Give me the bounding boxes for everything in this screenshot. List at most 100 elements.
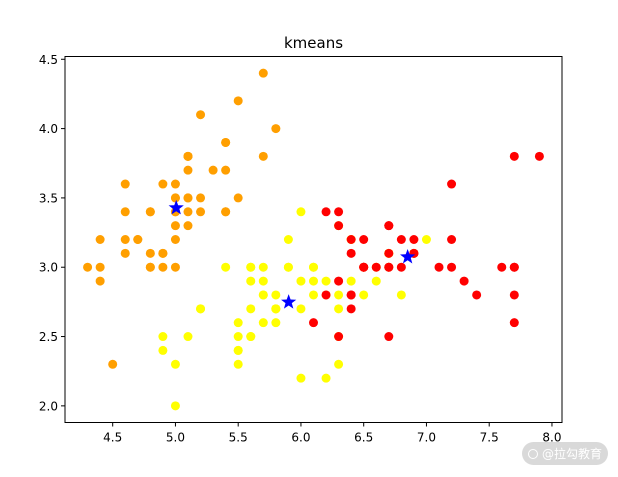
cluster-1-point	[158, 262, 168, 272]
cluster-2-point	[196, 304, 206, 314]
cluster-1-point	[120, 179, 130, 189]
cluster-1-point	[183, 207, 193, 217]
cluster-2-point	[334, 359, 344, 369]
x-tick-label: 6.5	[354, 431, 373, 445]
cluster-1-point	[170, 235, 180, 244]
cluster-2-point	[283, 235, 293, 244]
data-points	[83, 68, 544, 411]
plot-frame	[64, 56, 563, 423]
cluster-2-point	[371, 276, 381, 286]
cluster-3-point	[384, 332, 394, 342]
cluster-2-point	[170, 401, 180, 411]
y-tick-label: 2.5	[39, 330, 58, 344]
cluster-2-point	[258, 290, 268, 300]
cluster-3-point	[472, 290, 482, 300]
cluster-2-point	[309, 276, 318, 286]
cluster-3-point	[334, 221, 344, 231]
cluster-2-point	[346, 276, 356, 286]
x-axis: 4.5 5.0 5.5 6.0 6.5 7.0 7.5 8.0	[103, 422, 562, 445]
cluster-3-point	[459, 276, 469, 286]
centroid-star-marker	[168, 199, 184, 215]
cluster-1-point	[133, 235, 143, 244]
centroid-star-marker	[281, 294, 297, 309]
cluster-3-point	[497, 262, 507, 272]
x-tick-label: 5.5	[229, 431, 248, 445]
cluster-2-point	[296, 373, 306, 383]
cluster-1-point	[183, 221, 193, 231]
cluster-1-point	[158, 248, 168, 258]
cluster-1-point	[145, 207, 155, 217]
cluster-1-point	[233, 193, 243, 203]
cluster-2-point	[233, 345, 243, 355]
cluster-1-point	[183, 193, 193, 203]
watermark-text: @拉勾教育	[541, 447, 602, 461]
cluster-3-point	[447, 235, 457, 244]
cluster-1-point	[108, 359, 118, 369]
cluster-3-point	[396, 235, 406, 244]
cluster-1-point	[120, 207, 130, 217]
cluster-3-point	[334, 276, 344, 286]
cluster-1-point	[145, 248, 155, 258]
cluster-2-point	[271, 318, 281, 328]
cluster-1-point	[95, 276, 105, 286]
cluster-2-point	[158, 345, 168, 355]
cluster-3-point	[321, 290, 331, 300]
cluster-1-point	[221, 207, 231, 217]
cluster-1-point	[196, 110, 206, 120]
cluster-2-point	[334, 304, 344, 314]
cluster-2-point	[334, 290, 344, 300]
cluster-1-point	[170, 179, 180, 189]
x-tick-label: 7.5	[480, 431, 499, 445]
cluster-1-point	[145, 262, 155, 272]
cluster-3-point	[447, 179, 457, 189]
cluster-2-point	[271, 304, 281, 314]
cluster-1-point	[83, 262, 93, 272]
y-tick-label: 3.5	[39, 191, 58, 205]
cluster-3-point	[321, 207, 331, 217]
cluster-3-point	[309, 318, 318, 328]
cluster-1-point	[120, 235, 130, 244]
cluster-1-point	[95, 262, 105, 272]
cluster-1-point	[170, 221, 180, 231]
watermark: @拉勾教育	[522, 442, 608, 465]
cluster-2-point	[321, 373, 331, 383]
cluster-1-point	[233, 96, 243, 106]
cluster-2-point	[183, 332, 193, 342]
cluster-2-point	[296, 207, 306, 217]
cluster-2-point	[233, 332, 243, 342]
y-tick-label: 2.0	[39, 399, 58, 413]
cluster-2-point	[271, 290, 281, 300]
cluster-3-point	[396, 262, 406, 272]
cluster-2-point	[258, 262, 268, 272]
cluster-2-point	[359, 290, 369, 300]
cluster-3-point	[447, 262, 457, 272]
cluster-1-point	[158, 179, 168, 189]
cluster-3-point	[384, 248, 394, 258]
cluster-2-point	[258, 318, 268, 328]
cluster-2-point	[283, 262, 293, 272]
cluster-2-point	[246, 262, 256, 272]
cluster-1-point	[183, 151, 193, 161]
y-axis: 2.0 2.5 3.0 3.5 4.0 4.5	[39, 53, 65, 413]
cluster-3-point	[384, 221, 394, 231]
cluster-2-point	[170, 359, 180, 369]
cluster-1-point	[221, 165, 231, 175]
chart-title: kmeans	[284, 34, 343, 52]
cluster-1-point	[183, 165, 193, 175]
x-tick-label: 5.0	[166, 431, 185, 445]
cluster-3-point	[359, 262, 369, 272]
cluster-3-point	[509, 151, 519, 161]
cluster-3-point	[346, 248, 356, 258]
cluster-1-point	[170, 262, 180, 272]
cluster-1-point	[95, 235, 105, 244]
cluster-2-point	[396, 290, 406, 300]
y-tick-label: 3.0	[39, 261, 58, 275]
cluster-3-point	[434, 262, 444, 272]
cluster-2-point	[246, 276, 256, 286]
cluster-3-point	[371, 262, 381, 272]
cluster-1-point	[196, 193, 206, 203]
cluster-1-point	[271, 124, 281, 134]
